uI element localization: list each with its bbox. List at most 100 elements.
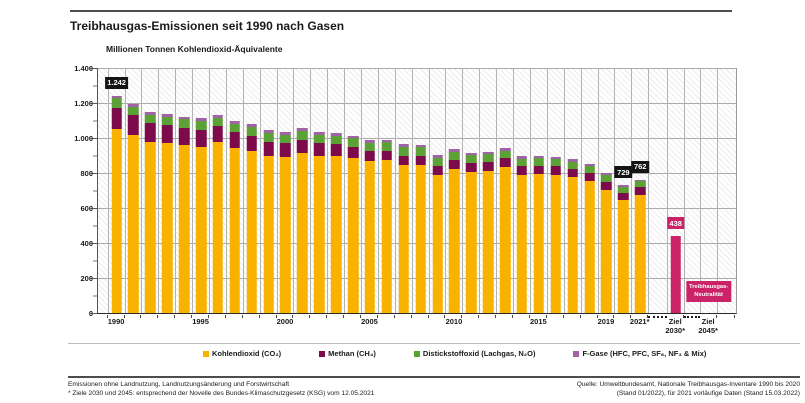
y-axis-ticks — [90, 68, 97, 314]
bar-segment — [178, 119, 190, 128]
bar-column-2013 — [497, 68, 515, 313]
x-axis-ticks — [97, 314, 735, 318]
bar-column-1995 — [193, 68, 210, 313]
x-label-cell: 2005 — [361, 317, 378, 336]
legend: Kohlendioxid (CO₂) Methan (CH₄) Disticksto… — [203, 349, 706, 358]
legend-label: Methan (CH₄) — [328, 349, 376, 358]
grid-column — [98, 68, 109, 313]
stacked-bar-2015 — [533, 155, 545, 313]
bar-column-2001 — [294, 68, 312, 313]
bar-column-Ziel 2045*: Treibhausgas- Neutralität — [685, 68, 732, 313]
x-tick — [564, 314, 581, 318]
bar-segment — [280, 134, 291, 144]
x-tick — [631, 314, 649, 318]
bar-segment — [297, 139, 308, 153]
bar-segment — [432, 166, 443, 175]
bar-segment — [482, 170, 494, 313]
bar-segment — [128, 115, 139, 136]
bar-segment — [584, 180, 595, 313]
x-tick — [479, 314, 497, 318]
source-line-2: (Stand 01/2022), für 2021 vorläufige Dat… — [616, 389, 800, 397]
source-note: Quelle: Umweltbundesamt, Nationale Treib… — [577, 381, 800, 398]
bar-segment — [516, 166, 528, 175]
bar-segment — [432, 174, 443, 313]
x-tick — [327, 314, 345, 318]
bar-segment — [499, 148, 511, 151]
bar-segment — [162, 114, 173, 117]
y-tick-label: 200 — [80, 274, 93, 283]
stacked-bar-2014 — [516, 156, 528, 313]
stacked-bar-2003 — [330, 133, 342, 313]
x-tick — [445, 314, 463, 318]
bar-segment — [330, 133, 342, 136]
bar-segment — [364, 151, 376, 162]
x-tick-label-2000: 2000 — [276, 317, 294, 326]
footnotes: Emissionen ohne Landnutzung, Landnutzung… — [68, 381, 374, 398]
x-tick — [700, 314, 717, 318]
bar-segment — [482, 154, 494, 163]
bar-column-2000 — [278, 68, 295, 313]
x-tick — [412, 314, 429, 318]
bar-segment — [499, 167, 511, 313]
stacked-bar-2020 — [618, 185, 629, 313]
bar-column-Ziel 2030*: 438 — [666, 68, 685, 313]
bar-segment — [364, 142, 376, 152]
legend-label: F-Gase (HFC, PFC, SF₆, NF₃ & Mix) — [582, 349, 707, 358]
bar-segment — [449, 149, 460, 152]
bar-segment — [516, 174, 528, 313]
value-label-Ziel 2030*: 438 — [666, 217, 685, 230]
bar-segment — [212, 142, 224, 313]
bar-segment — [618, 200, 629, 313]
bar-segment — [415, 147, 426, 157]
stacked-bar-1992 — [145, 112, 156, 313]
legend-item: Distickstoffoxid (Lachgas, N₂O) — [413, 349, 535, 358]
bar-segment — [634, 181, 646, 188]
value-label-2021: 762 — [631, 160, 649, 173]
x-label-cell: 2000 — [276, 317, 294, 336]
x-tick — [667, 314, 684, 318]
bar-column-2019 — [599, 68, 616, 313]
x-label-cell: 2015 — [530, 317, 547, 336]
x-tick-label-2015: 2015 — [530, 317, 547, 326]
bar-segment — [162, 116, 173, 126]
bar-segment — [466, 172, 477, 313]
stacked-bar-2009 — [432, 155, 443, 313]
x-tick — [108, 314, 125, 318]
bar-segment — [314, 132, 325, 135]
x-tick — [581, 314, 598, 318]
bar-segment — [162, 142, 173, 313]
x-tick-label-Ziel2030: Ziel 2030* — [665, 317, 685, 335]
bar-segment — [381, 150, 393, 161]
x-label-cell: 2010 — [445, 317, 463, 336]
bar-column-2003 — [328, 68, 346, 313]
bar-segment — [618, 185, 629, 188]
x-tick — [513, 314, 530, 318]
x-tick — [344, 314, 362, 318]
bar-segment — [128, 106, 139, 116]
bar-segment — [415, 156, 426, 166]
y-tick-label: 1.200 — [74, 99, 93, 108]
chart-title: Treibhausgas-Emissionen seit 1990 nach G… — [70, 19, 345, 33]
bar-segment — [533, 165, 545, 175]
stacked-bar-2011 — [466, 152, 477, 313]
stacked-bar-1998 — [246, 124, 257, 313]
bar-column-2017 — [565, 68, 582, 313]
bar-column-2006 — [379, 68, 396, 313]
bar-segment — [145, 114, 156, 123]
bar-segment — [128, 135, 139, 313]
x-label-cell: 1995 — [192, 317, 209, 336]
legend-item: Methan (CH₄) — [319, 349, 376, 358]
bar-segment — [601, 173, 612, 175]
bar-segment — [449, 169, 460, 313]
bar-segment — [550, 156, 561, 160]
x-label-cell: 2019 — [598, 317, 615, 336]
footnote-line-1: Emissionen ohne Landnutzung, Landnutzung… — [68, 381, 290, 388]
bar-column-2008 — [413, 68, 430, 313]
bar-segment — [584, 173, 595, 181]
x-label-cell: 2021* — [630, 317, 650, 336]
x-label-cell: Ziel 2030* — [665, 317, 685, 336]
x-tick — [429, 314, 446, 318]
x-tick — [158, 314, 176, 318]
bar-segment — [263, 155, 274, 313]
